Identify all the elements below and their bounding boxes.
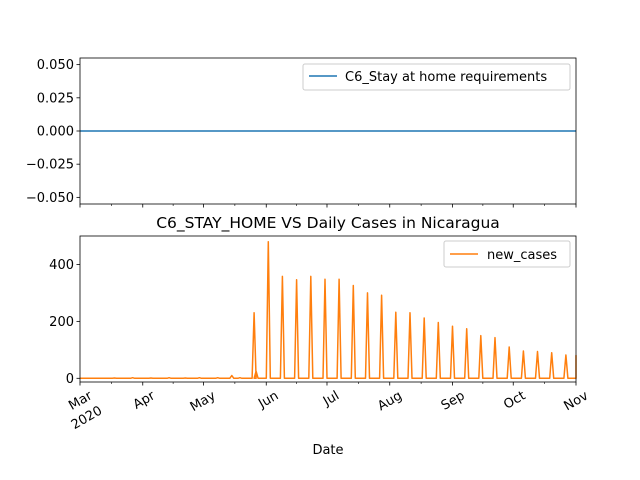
y-tick-label: 0.000 bbox=[37, 125, 74, 140]
top-legend: C6_Stay at home requirements bbox=[302, 63, 571, 91]
y-tick-label: 400 bbox=[49, 258, 74, 273]
bottom-legend: new_cases bbox=[443, 240, 571, 268]
x-axis-label: Date bbox=[312, 443, 343, 458]
bottom-legend-box bbox=[443, 240, 571, 268]
y-tick-label: 0.050 bbox=[37, 58, 74, 73]
bottom-subplot: C6_STAY_HOME VS Daily Cases in Nicaragua… bbox=[49, 214, 591, 458]
top-subplot: 0.050 0.025 0.000 −0.025 −0.050 C6_Stay at h… bbox=[26, 57, 577, 208]
y-tick-label: 0.025 bbox=[37, 91, 74, 106]
top-y-axis-ticks: 0.050 0.025 0.000 −0.025 −0.050 bbox=[26, 58, 80, 206]
x-tick-label: Nov bbox=[562, 388, 592, 414]
x-tick-label: Jun bbox=[255, 388, 281, 412]
top-legend-label: C6_Stay at home requirements bbox=[345, 70, 547, 85]
x-tick-label: May bbox=[188, 388, 219, 415]
top-legend-box bbox=[302, 63, 571, 91]
x-tick-label: Aug bbox=[375, 388, 404, 414]
bottom-y-axis-ticks: 0 200 400 bbox=[49, 258, 80, 387]
x-tick-label: Jul bbox=[320, 388, 342, 409]
x-tick-label: Oct bbox=[501, 388, 528, 412]
top-x-axis-ticks bbox=[79, 204, 577, 208]
y-tick-label: 0 bbox=[66, 372, 74, 387]
top-axes-frame bbox=[79, 57, 577, 205]
bottom-axes-frame bbox=[79, 235, 577, 383]
y-tick-label: −0.050 bbox=[26, 191, 74, 206]
y-tick-label: 200 bbox=[49, 315, 74, 330]
y-tick-label: −0.025 bbox=[26, 158, 74, 173]
x-tick-label: Sep bbox=[439, 388, 468, 413]
new-cases-series-line bbox=[80, 240, 577, 380]
bottom-legend-label: new_cases bbox=[487, 248, 557, 263]
chart-title: C6_STAY_HOME VS Daily Cases in Nicaragua bbox=[156, 214, 500, 233]
x-tick-label: Apr bbox=[131, 388, 159, 413]
